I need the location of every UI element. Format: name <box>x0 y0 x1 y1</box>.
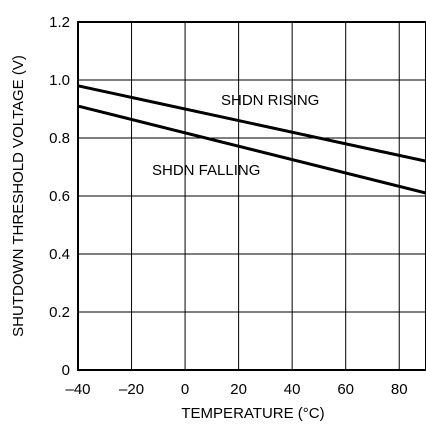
y-axis-title: SHUTDOWN THRESHOLD VOLTAGE (V) <box>10 55 27 337</box>
y-tick-label: 0.4 <box>49 246 70 263</box>
x-tick-labels: –40 –20 0 20 40 60 80 <box>65 381 407 398</box>
y-tick-label: 0.8 <box>49 130 70 147</box>
x-tick-label: 40 <box>284 381 301 398</box>
x-tick-label: –20 <box>119 381 144 398</box>
x-tick-label: 0 <box>181 381 189 398</box>
y-tick-label: 0 <box>62 362 70 379</box>
series-label-falling: SHDN FALLING <box>152 162 260 179</box>
y-tick-label: 1.0 <box>49 72 70 89</box>
x-tick-label: 20 <box>230 381 247 398</box>
x-tick-label: 60 <box>337 381 354 398</box>
x-tick-label: –40 <box>65 381 90 398</box>
plot-frame <box>77 21 426 371</box>
series-label-rising: SHDN RISING <box>221 92 319 109</box>
y-tick-label: 0.2 <box>49 304 70 321</box>
series-line-0 <box>77 84 426 163</box>
x-tick-label: 80 <box>391 381 408 398</box>
x-axis-title: TEMPERATURE (°C) <box>181 405 324 422</box>
grid <box>78 22 426 370</box>
series-line-1 <box>77 104 426 195</box>
y-tick-labels: 0 0.2 0.4 0.6 0.8 1.0 1.2 <box>49 14 70 379</box>
series-layer <box>77 84 426 195</box>
y-tick-label: 1.2 <box>49 14 70 31</box>
y-tick-label: 0.6 <box>49 188 70 205</box>
